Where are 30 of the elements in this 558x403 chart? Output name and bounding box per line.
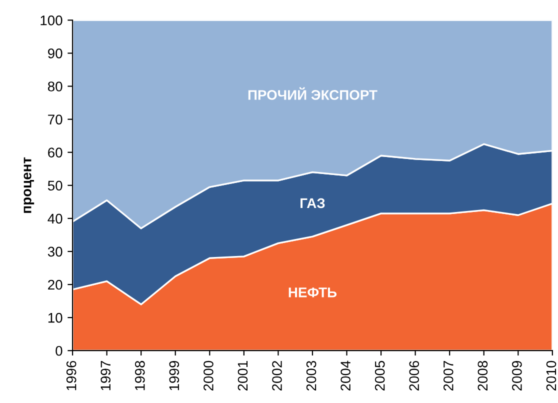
y-tick-label: 30 xyxy=(48,246,62,257)
x-tick-label: 1998 xyxy=(134,360,145,390)
series-label: НЕФТЬ xyxy=(288,288,337,298)
y-tick-label: 100 xyxy=(40,15,62,26)
x-tick-label: 2010 xyxy=(546,360,556,391)
x-tick-label: 2008 xyxy=(478,360,488,391)
x-tick-label: 2005 xyxy=(374,360,385,391)
x-tick-label: 2006 xyxy=(409,360,420,391)
y-axis-title: процент xyxy=(24,157,34,213)
x-tick-label: 1996 xyxy=(66,360,76,390)
x-tick-label: 2000 xyxy=(204,360,214,391)
series-label: ГАЗ xyxy=(300,198,325,208)
y-tick-label: 60 xyxy=(48,148,62,158)
x-tick-label: 2009 xyxy=(512,360,522,391)
y-tick-label: 0 xyxy=(56,346,62,356)
y-tick-label: 80 xyxy=(48,82,62,92)
y-tick-label: 70 xyxy=(48,114,62,124)
y-tick-label: 40 xyxy=(48,214,62,224)
x-tick-label: 1999 xyxy=(169,360,180,390)
series-label: ПРОЧИЙ ЭКСПОРТ xyxy=(248,87,378,100)
x-tick-label: 2004 xyxy=(340,360,350,391)
y-tick-label: 50 xyxy=(48,180,62,191)
y-tick-label: 90 xyxy=(48,48,62,58)
y-tick-label: 10 xyxy=(48,312,62,323)
y-tick-label: 20 xyxy=(48,280,62,290)
x-tick-label: 2002 xyxy=(272,361,282,391)
x-tick-label: 2003 xyxy=(306,360,316,391)
x-tick-label: 2001 xyxy=(238,361,248,391)
x-tick-label: 1997 xyxy=(100,361,111,390)
x-tick-label: 2007 xyxy=(443,361,454,391)
